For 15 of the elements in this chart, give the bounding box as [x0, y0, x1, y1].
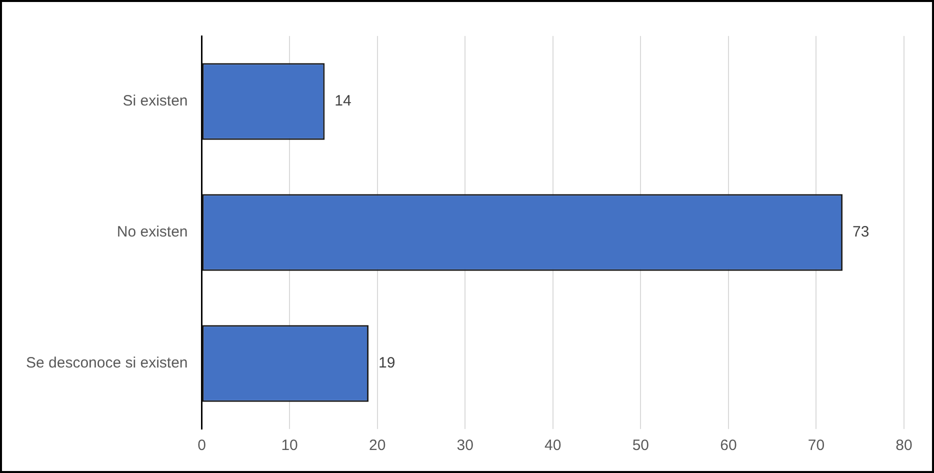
x-tick-label: 30 [456, 437, 474, 454]
data-label: 19 [378, 354, 396, 372]
data-label: 14 [334, 92, 352, 110]
x-tick-label: 80 [896, 437, 912, 454]
x-tick-label: 50 [632, 437, 650, 454]
x-tick-label: 0 [198, 437, 206, 454]
data-label: 73 [852, 224, 870, 241]
x-tick-label: 60 [720, 437, 737, 454]
y-tick-label: Si existen [122, 92, 188, 110]
x-tick-label: 20 [368, 437, 386, 454]
x-tick-label: 40 [544, 437, 562, 454]
x-tick-label: 70 [808, 437, 825, 454]
y-tick-label: No existen [116, 224, 188, 241]
x-tick-label: 10 [281, 437, 298, 454]
y-tick-label: Se desconoce si existen [26, 354, 188, 372]
